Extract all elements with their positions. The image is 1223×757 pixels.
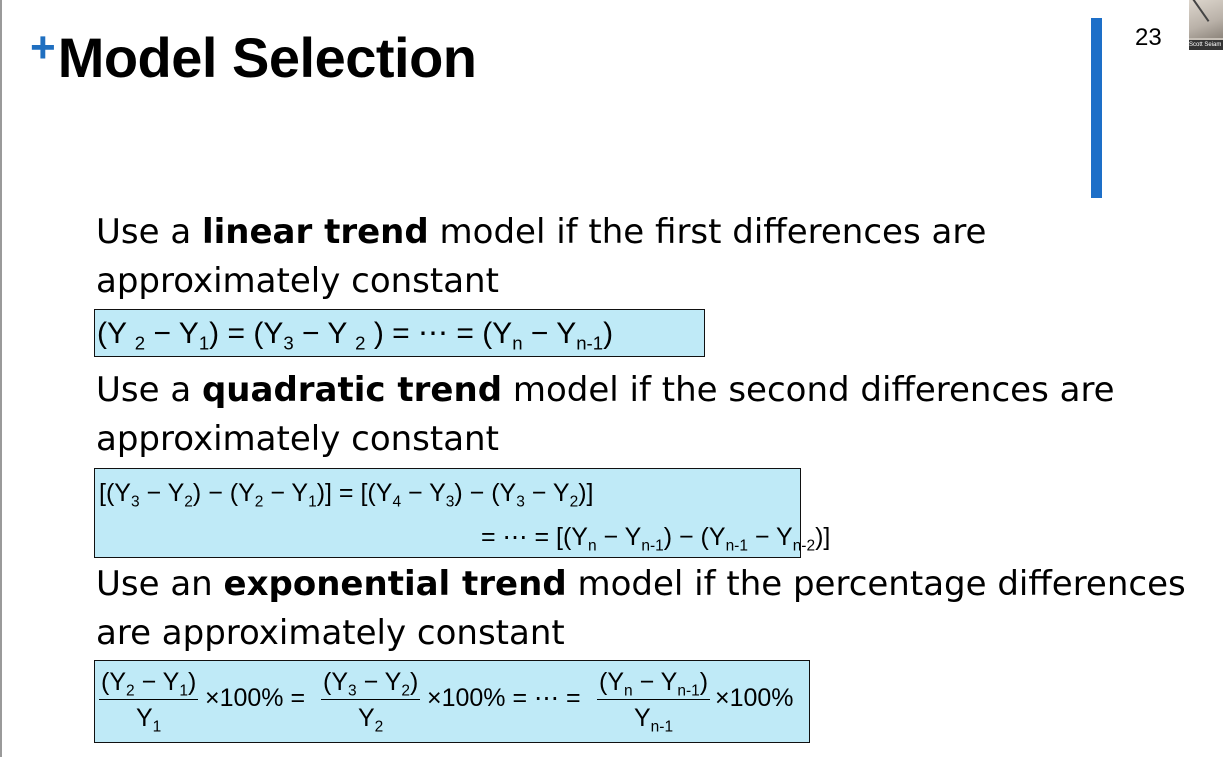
webcam-name-label: Scott Seiam: [1189, 40, 1223, 50]
bold-term: linear trend: [201, 212, 429, 252]
text-segment: model if the second differences are: [502, 370, 1115, 410]
accent-vertical-bar: [1091, 18, 1102, 198]
text-segment: model if the first differences are: [428, 212, 987, 252]
left-edge-rule: [0, 0, 2, 757]
times-100-1: ×100% =: [205, 684, 306, 712]
quadratic-formula-row2: = ⋯ = [(Yn − Yn-1) − (Yn-1 − Yn-2)]: [481, 523, 831, 555]
times-100-2: ×100% = ⋯ =: [427, 684, 581, 712]
exponential-trend-text-line2: are approximately constant: [96, 613, 565, 653]
webcam-thumbnail: Scott Seiam: [1189, 0, 1223, 50]
exponential-trend-formula: (Y2 − Y1) Y1 ×100% = (Y3 − Y2) Y2 ×100% …: [94, 660, 810, 743]
quadratic-trend-formula: [(Y3 − Y2) − (Y2 − Y1)] = [(Y4 − Y3) − (…: [94, 468, 830, 558]
times-100-3: ×100%: [715, 684, 794, 712]
bold-term: exponential trend: [223, 564, 567, 604]
slide-title-area: + Model Selection: [30, 22, 477, 94]
quadratic-trend-text-line1: Use a quadratic trend model if the secon…: [96, 365, 1115, 415]
text-segment: Use an: [96, 564, 224, 604]
linear-trend-text-line2: approximately constant: [96, 261, 499, 301]
text-segment: Use a: [96, 212, 202, 252]
fraction-2: (Y3 − Y2) Y2: [321, 665, 421, 736]
bold-term: quadratic trend: [201, 370, 503, 410]
plus-icon: +: [30, 23, 56, 72]
fraction-3: (Yn − Yn-1) Yn-1: [597, 665, 711, 736]
slide-title: Model Selection: [57, 26, 477, 89]
text-segment: Use a: [96, 370, 202, 410]
quadratic-trend-text-line2: approximately constant: [96, 419, 499, 459]
page-number: 23: [1135, 24, 1162, 51]
exponential-trend-text-line1: Use an exponential trend model if the pe…: [96, 559, 1186, 609]
quadratic-formula-row1: [(Y3 − Y2) − (Y2 − Y1)] = [(Y4 − Y3) − (…: [99, 479, 594, 511]
linear-trend-formula: (Y 2 − Y1) = (Y3 − Y 2 ) = ⋯ = (Yn − Yn-…: [94, 309, 705, 357]
fraction-1: (Y2 − Y1) Y1: [99, 665, 199, 736]
text-segment: model if the percentage differences: [566, 564, 1186, 604]
linear-trend-text-line1: Use a linear trend model if the first di…: [96, 207, 986, 257]
